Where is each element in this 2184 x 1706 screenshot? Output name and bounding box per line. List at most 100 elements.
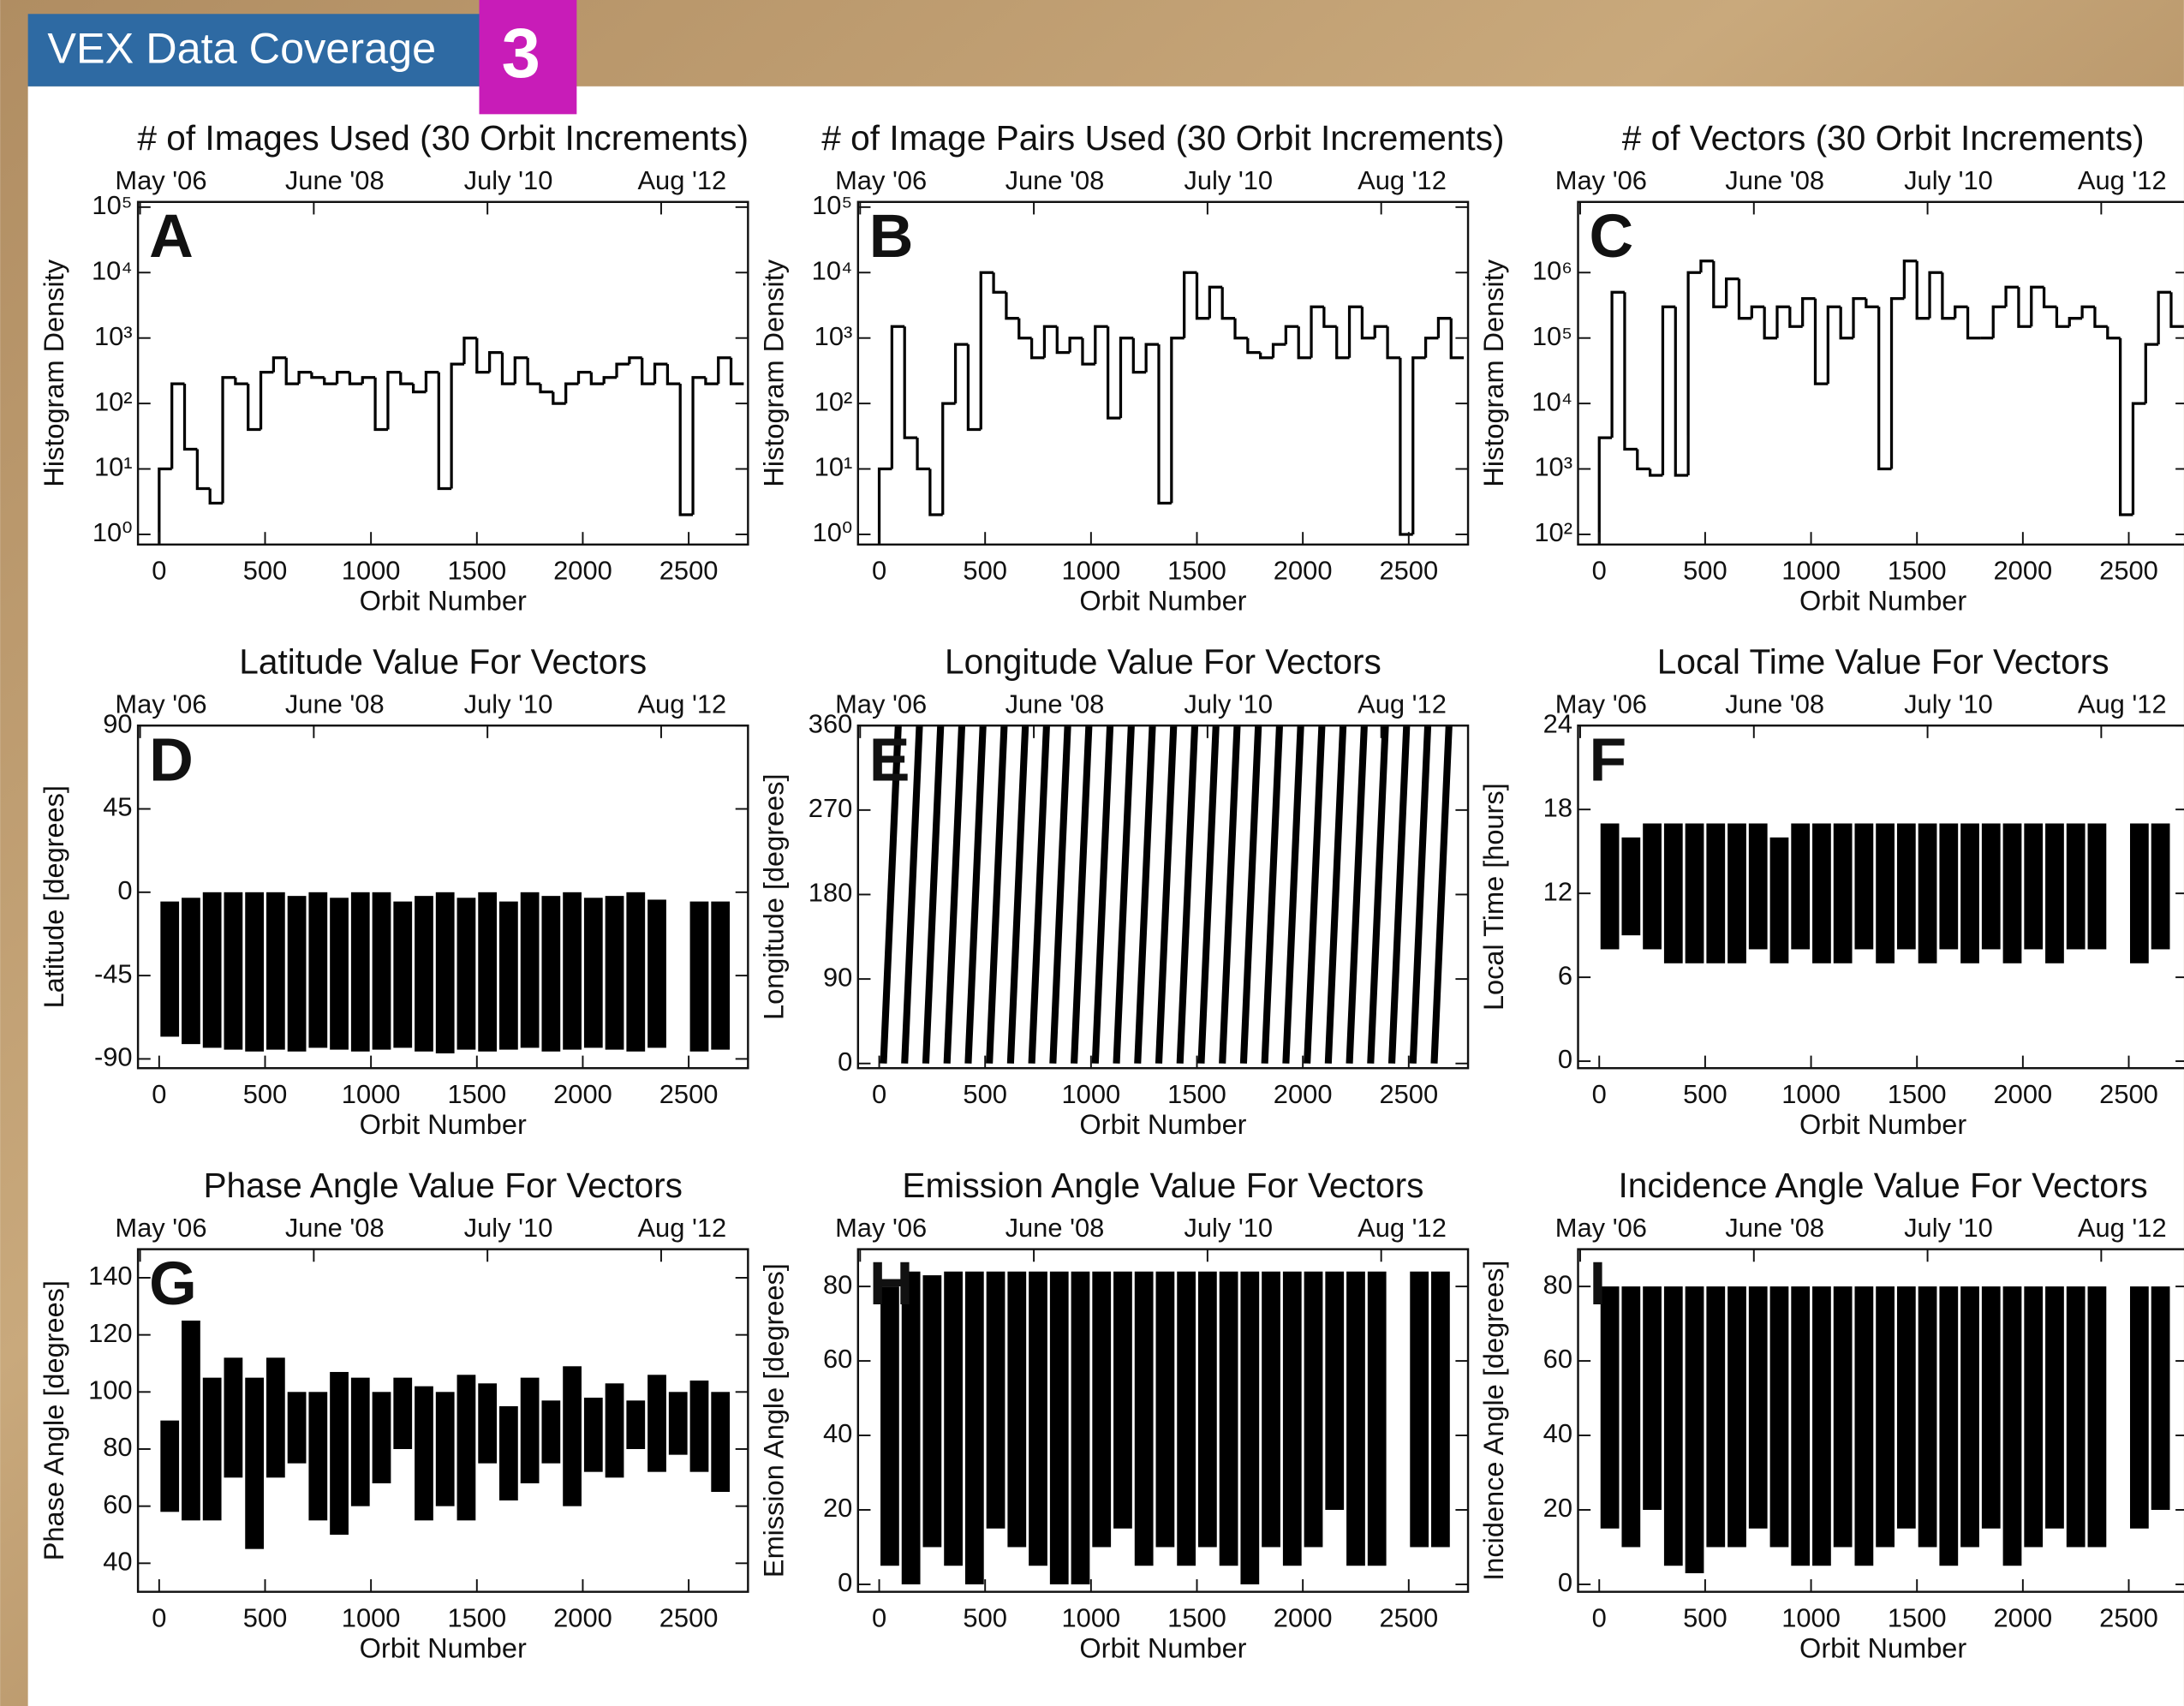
range-bar — [647, 899, 666, 1048]
histogram-step — [1941, 272, 1955, 320]
histogram-step — [665, 364, 681, 385]
panel-letter: E — [869, 726, 910, 795]
x-axis-label: Orbit Number — [1079, 586, 1246, 617]
range-bar — [1854, 1286, 1874, 1566]
x-tick-label: 0 — [152, 1602, 166, 1632]
range-bar — [563, 1366, 582, 1506]
histogram-step — [641, 357, 655, 385]
top-date-label: July '10 — [464, 689, 553, 719]
range-bar — [245, 892, 265, 1052]
top-date-label: June '08 — [1005, 1213, 1105, 1243]
range-bar — [2024, 823, 2044, 950]
range-bar — [1960, 1286, 1979, 1548]
top-date-label: Aug '12 — [1358, 165, 1447, 195]
range-bar — [1282, 1271, 1302, 1566]
range-bar — [1663, 1286, 1683, 1566]
panel: Latitude Value For Vectors Orbit Number La… — [39, 641, 749, 1140]
x-tick-label: 2500 — [1379, 555, 1438, 585]
histogram-step — [1813, 298, 1829, 385]
histogram-step — [361, 376, 376, 385]
x-tick-label: 1000 — [1062, 1602, 1121, 1632]
range-bar — [1896, 823, 1916, 950]
histogram-step — [1360, 307, 1375, 340]
range-bar — [1918, 823, 1937, 963]
range-bar — [393, 1377, 413, 1449]
plot-frame — [856, 1248, 1470, 1593]
y-tick-label: 80 — [823, 1269, 852, 1299]
histogram-step — [1131, 337, 1147, 374]
histogram-step — [399, 372, 414, 385]
histogram-step — [966, 344, 982, 432]
panel: Local Time Value For Vectors Orbit Number… — [1478, 641, 2184, 1140]
range-bar — [1728, 823, 1746, 963]
x-tick-label: 2000 — [1994, 1602, 2053, 1632]
histogram-step — [488, 351, 503, 373]
range-bar — [1685, 1286, 1704, 1573]
histogram-step — [424, 371, 439, 392]
x-axis-label: Orbit Number — [1079, 1109, 1246, 1140]
top-date-label: June '08 — [285, 1213, 385, 1243]
histogram-step — [450, 362, 464, 489]
range-bar — [499, 901, 518, 1050]
marks — [1600, 1286, 2170, 1573]
histogram-step — [1877, 307, 1892, 471]
top-date-label: July '10 — [464, 165, 553, 195]
slide-number: 3 — [502, 15, 540, 92]
x-tick-label: 0 — [872, 1079, 886, 1109]
range-bar — [202, 892, 222, 1048]
histogram-step — [589, 372, 605, 385]
range-bar — [435, 892, 455, 1053]
histogram-step — [195, 449, 211, 491]
range-bar — [415, 1386, 433, 1521]
top-date-label: Aug '12 — [637, 165, 726, 195]
x-tick-label: 1000 — [1781, 555, 1841, 585]
y-tick-label: 10² — [1534, 517, 1572, 547]
histogram-step — [208, 488, 224, 505]
histogram-step — [386, 371, 401, 430]
y-tick-label: 20 — [1543, 1493, 1572, 1523]
x-axis-label: Orbit Number — [360, 1109, 527, 1140]
y-tick-label: 0 — [117, 875, 132, 905]
top-date-label: Aug '12 — [637, 1213, 726, 1243]
histogram-step — [1347, 305, 1363, 358]
range-bar — [605, 896, 624, 1050]
histogram-step — [877, 467, 892, 545]
range-bar — [160, 1420, 180, 1512]
histogram-step — [259, 371, 274, 430]
histogram-step — [1725, 277, 1739, 307]
histogram-step — [373, 377, 388, 432]
x-tick-label: 2500 — [2099, 555, 2158, 585]
range-bar — [1748, 1286, 1768, 1529]
histogram-step — [1902, 259, 1918, 299]
x-tick-label: 500 — [243, 1079, 288, 1109]
range-bar — [1600, 1286, 1620, 1529]
x-tick-label: 1000 — [1062, 555, 1121, 585]
range-bar — [1706, 1286, 1726, 1548]
histogram-step — [1246, 337, 1261, 355]
x-tick-label: 2500 — [1379, 1079, 1438, 1109]
y-tick-label: 45 — [103, 792, 132, 822]
top-date-label: June '08 — [285, 689, 385, 719]
top-date-label: May '06 — [115, 1213, 206, 1243]
range-bar — [1685, 823, 1704, 963]
histogram-step — [1081, 337, 1095, 366]
y-tick-label: 0 — [1558, 1044, 1572, 1074]
range-bar — [1134, 1271, 1154, 1566]
panel-title: Latitude Value For Vectors — [239, 641, 647, 681]
histogram-step — [1094, 325, 1108, 365]
histogram-step — [1788, 307, 1803, 328]
x-tick-label: 0 — [1592, 555, 1607, 585]
histogram-step — [576, 371, 592, 385]
y-tick-label: -90 — [94, 1042, 133, 1072]
x-axis-label: Orbit Number — [360, 586, 527, 617]
range-bar — [224, 892, 243, 1050]
y-tick-label: 10⁰ — [92, 517, 133, 547]
histogram-step — [1107, 326, 1121, 420]
histogram-step — [1386, 326, 1400, 360]
top-date-label: July '10 — [1184, 1213, 1273, 1243]
range-bar — [330, 1371, 349, 1535]
range-bar — [1728, 1286, 1746, 1548]
range-bar — [541, 1400, 561, 1464]
x-tick-label: 1500 — [1888, 1602, 1947, 1632]
marks — [160, 1320, 731, 1549]
